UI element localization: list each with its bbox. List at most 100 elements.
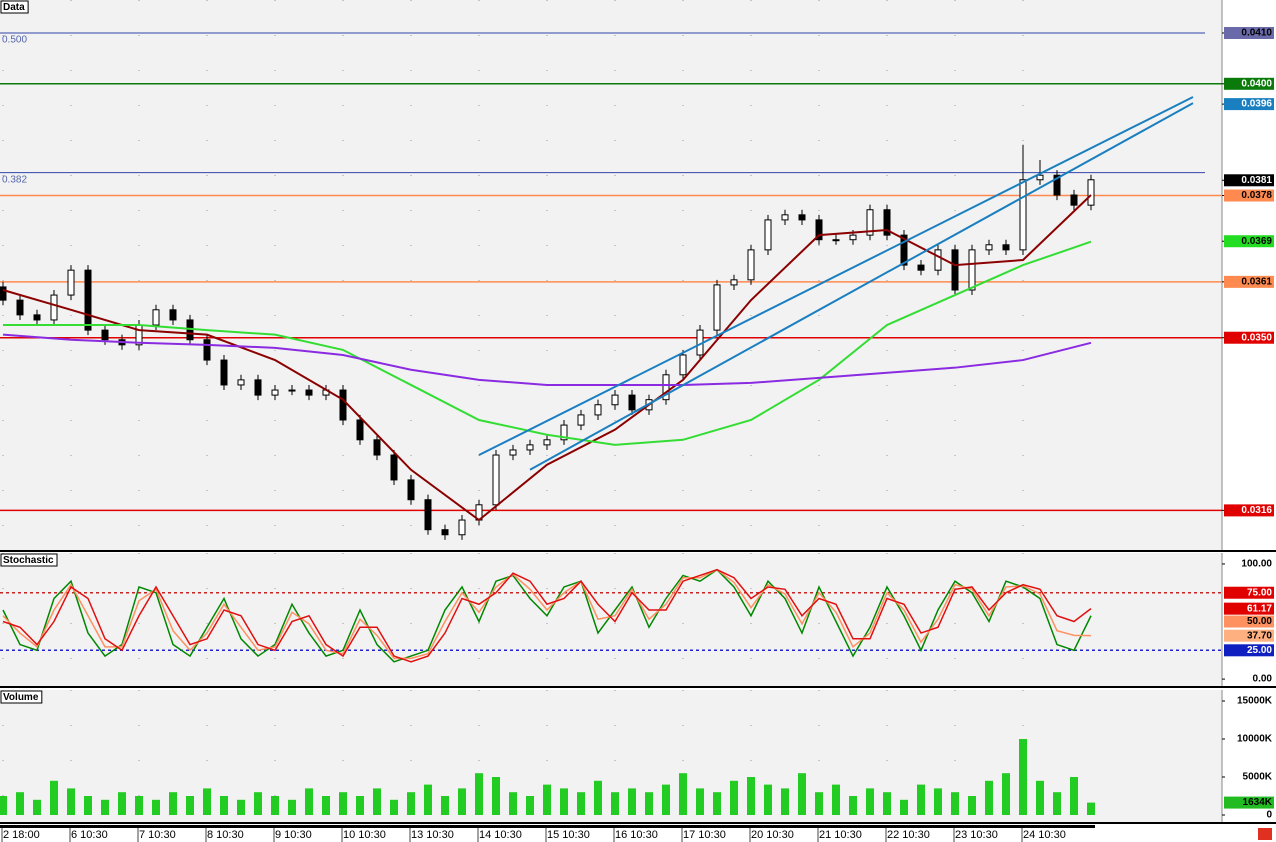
candle-body xyxy=(50,294,58,321)
x-tick-label: 13 10:30 xyxy=(411,829,454,841)
volume-bar xyxy=(237,799,245,816)
volume-bar xyxy=(1019,738,1027,816)
y-tick-label: 0.0400 xyxy=(1241,78,1272,89)
candle-body xyxy=(543,439,551,446)
candle-body xyxy=(951,249,959,291)
oscillator-line xyxy=(2,568,1092,660)
candle-body xyxy=(492,454,500,506)
volume-bar xyxy=(730,780,738,816)
volume-bar xyxy=(662,784,670,816)
axis-tag xyxy=(1224,602,1274,615)
y-tick-background xyxy=(1224,331,1274,344)
volume-bar xyxy=(560,788,568,816)
y-tick-label: 100.00 xyxy=(1241,559,1272,570)
axis-tag-label: 37.70 xyxy=(1247,630,1272,641)
volume-bar xyxy=(152,799,160,816)
candle-body xyxy=(594,404,602,416)
axis-tag xyxy=(1224,615,1274,628)
y-tick-label: 0.0316 xyxy=(1241,505,1272,516)
candle-body xyxy=(237,379,245,386)
oscillator-line xyxy=(2,568,1092,663)
axis-tag-label: 1634K xyxy=(1243,797,1273,808)
volume-bar xyxy=(101,799,109,816)
y-tick-label: 0.0381 xyxy=(1241,175,1272,186)
volume-bar xyxy=(611,792,619,816)
volume-bar xyxy=(390,799,398,816)
y-tick-label: 0.0396 xyxy=(1241,99,1272,110)
volume-bar xyxy=(764,784,772,816)
x-tick-label: 6 10:30 xyxy=(71,829,108,841)
candle-body xyxy=(1070,194,1078,206)
candle-body xyxy=(33,314,41,321)
fib-label: 0.382 xyxy=(2,174,27,185)
oscillator-line xyxy=(2,568,1092,663)
volume-bar xyxy=(84,795,92,816)
x-tick-label: 10 10:30 xyxy=(343,829,386,841)
volume-bar xyxy=(900,799,908,816)
candle-body xyxy=(356,419,364,441)
volume-bar xyxy=(305,788,313,816)
volume-bar xyxy=(0,795,7,816)
volume-bar xyxy=(1087,802,1095,816)
candle-body xyxy=(560,424,568,441)
candle-body xyxy=(985,244,993,251)
candle-body xyxy=(968,249,976,291)
y-tick-label: 0.0378 xyxy=(1241,190,1272,201)
volume-bar xyxy=(373,788,381,816)
y-tick-label: 0.0361 xyxy=(1241,276,1272,287)
volume-bar xyxy=(16,792,24,816)
candle-body xyxy=(152,309,160,326)
volume-bar xyxy=(339,792,347,816)
y-tick-background xyxy=(1224,77,1274,90)
candle-body xyxy=(220,359,228,386)
volume-bar xyxy=(866,788,874,816)
volume-bar xyxy=(832,784,840,816)
candle-body xyxy=(458,519,466,536)
candle-body xyxy=(577,414,585,426)
x-tick-label: 22 10:30 xyxy=(887,829,930,841)
candle-body xyxy=(288,389,296,392)
axis-tag xyxy=(1224,796,1274,809)
volume-bar xyxy=(696,788,704,816)
candle-body xyxy=(67,269,75,296)
candle-body xyxy=(815,219,823,241)
volume-bar xyxy=(951,792,959,816)
candle-body xyxy=(917,264,925,271)
x-tick-label: 16 10:30 xyxy=(615,829,658,841)
candle-body xyxy=(509,449,517,456)
candle-body xyxy=(730,279,738,286)
candle-body xyxy=(1087,179,1095,206)
volume-bar xyxy=(713,792,721,816)
volume-bar xyxy=(254,792,262,816)
x-tick-label: 17 10:30 xyxy=(683,829,726,841)
volume-bar xyxy=(679,773,687,816)
x-tick-label: 21 10:30 xyxy=(819,829,862,841)
y-tick-background xyxy=(1224,275,1274,288)
corner-button[interactable] xyxy=(1258,828,1272,840)
y-tick-background xyxy=(1224,189,1274,202)
candle-body xyxy=(373,439,381,456)
candle-body xyxy=(271,389,279,396)
volume-bar xyxy=(356,795,364,816)
candle-body xyxy=(611,394,619,406)
volume-bar xyxy=(1002,773,1010,816)
date-strip xyxy=(0,825,1095,828)
candle-body xyxy=(1019,179,1027,251)
volume-bar xyxy=(815,792,823,816)
candle-body xyxy=(747,249,755,281)
candle-body xyxy=(798,214,806,221)
x-tick-label: 15 10:30 xyxy=(547,829,590,841)
volume-bar xyxy=(509,792,517,816)
volume-bar xyxy=(407,792,415,816)
candle-body xyxy=(764,219,772,251)
candle-body xyxy=(254,379,262,396)
axis-tag xyxy=(1224,644,1274,657)
candle-body xyxy=(849,234,857,241)
volume-bar xyxy=(50,780,58,816)
volume-bar xyxy=(135,795,143,816)
volume-bar xyxy=(849,795,857,816)
fib-label: 0.500 xyxy=(2,35,27,46)
candle-body xyxy=(441,529,449,536)
volume-bar xyxy=(424,784,432,816)
volume-bar xyxy=(985,780,993,816)
